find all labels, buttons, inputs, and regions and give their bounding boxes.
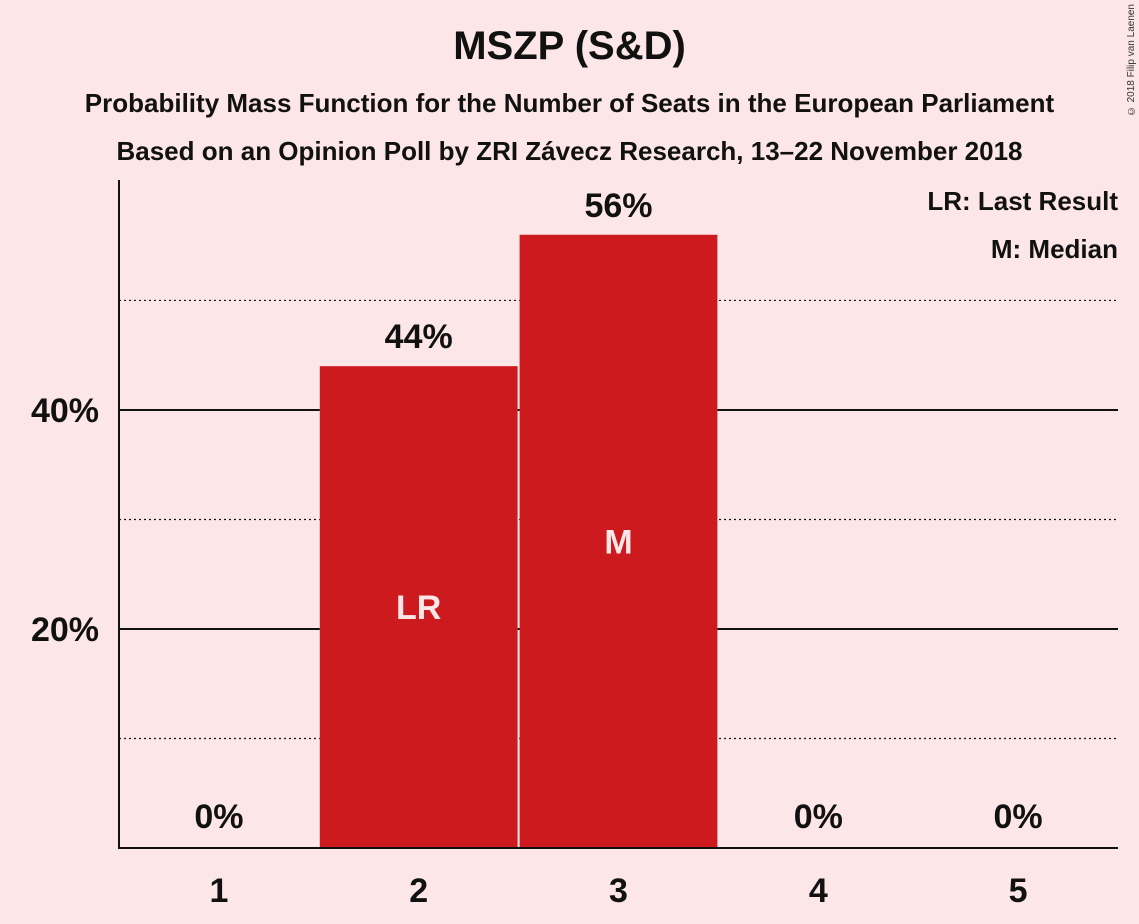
bar-2 [319, 366, 518, 848]
y-tick-label: 40% [31, 392, 99, 430]
value-label-4: 0% [794, 798, 843, 836]
legend-median: M: Median [991, 234, 1118, 264]
x-tick-label-4: 4 [809, 872, 828, 910]
x-tick-label-2: 2 [409, 872, 428, 910]
chart-subtitle-1: Probability Mass Function for the Number… [84, 88, 1055, 118]
value-label-5: 0% [994, 798, 1043, 836]
chart-title: MSZP (S&D) [453, 24, 686, 68]
y-tick-label: 20% [31, 611, 99, 649]
value-label-3: 56% [584, 187, 652, 225]
value-label-1: 0% [194, 798, 243, 836]
chart-subtitle-2: Based on an Opinion Poll by ZRI Závecz R… [116, 136, 1023, 166]
bar-mark-lr: LR [396, 589, 441, 627]
bar-3 [519, 234, 718, 849]
legend-last-result: LR: Last Result [927, 186, 1118, 216]
x-tick-label-1: 1 [209, 872, 228, 910]
bar-mark-m: M [604, 523, 632, 561]
x-tick-label-5: 5 [1009, 872, 1028, 910]
value-label-2: 44% [385, 318, 453, 356]
x-tick-label-3: 3 [609, 872, 628, 910]
bars-group [319, 234, 718, 849]
